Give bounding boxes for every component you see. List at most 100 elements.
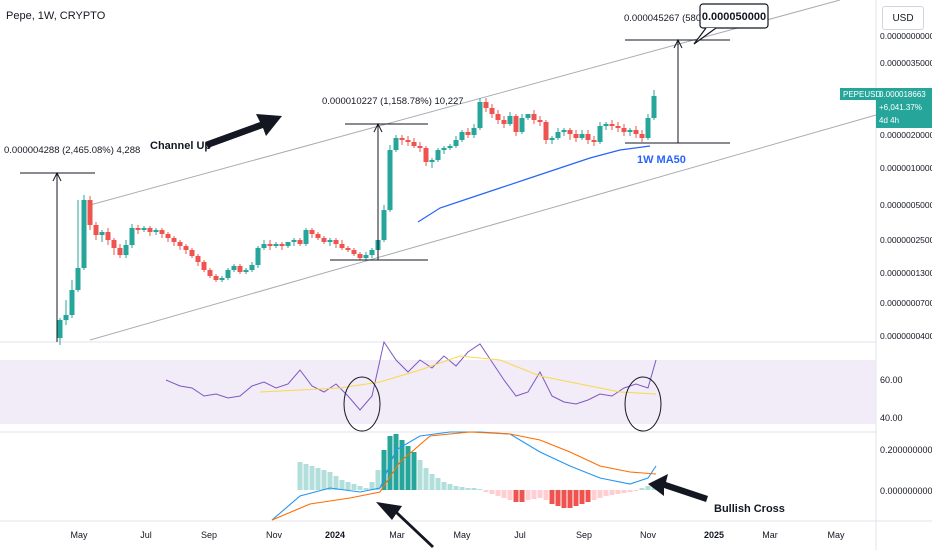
channel-bottom-line bbox=[89, 114, 877, 341]
candle-body bbox=[483, 102, 489, 108]
price-axis[interactable]: 0.00000000000.00000350000.00000300000.00… bbox=[880, 31, 932, 341]
macd-histogram-bar bbox=[309, 466, 315, 490]
macd-histogram-bar bbox=[561, 490, 567, 508]
macd-histogram-bar bbox=[453, 486, 459, 490]
candle-body bbox=[597, 126, 603, 142]
price-label-time: 4d 4h bbox=[879, 116, 899, 125]
macd-histogram-bar bbox=[501, 490, 507, 498]
macd-tick-2: 0.000000000 bbox=[880, 486, 932, 496]
macd-histogram-bar bbox=[465, 488, 471, 490]
macd-histogram-bar bbox=[411, 452, 417, 490]
ma50-series bbox=[417, 145, 651, 223]
macd-histogram-bar bbox=[423, 468, 429, 490]
candle-body bbox=[489, 108, 495, 114]
candle-body bbox=[171, 238, 177, 242]
candle-body bbox=[471, 128, 477, 135]
x-tick-label: Jul bbox=[140, 530, 152, 540]
candle-body bbox=[87, 200, 93, 225]
candle-body bbox=[279, 244, 285, 246]
macd-histogram-bar bbox=[615, 490, 621, 494]
rsi-tick-40: 40.00 bbox=[880, 413, 903, 423]
candle-body bbox=[543, 122, 549, 140]
price-label-change: +6,041.37% bbox=[879, 103, 922, 112]
macd-histogram-bar bbox=[417, 460, 423, 490]
candle-body bbox=[357, 254, 363, 258]
x-tick-label: Sep bbox=[576, 530, 592, 540]
y-tick-label: 0.0000000700 bbox=[880, 298, 932, 308]
candle-body bbox=[351, 250, 357, 254]
macd-arrow-1 bbox=[376, 502, 434, 548]
candle-body bbox=[639, 134, 645, 138]
candle-body bbox=[123, 245, 129, 255]
candle-body bbox=[81, 200, 87, 268]
candle-body bbox=[579, 134, 585, 138]
target-callout: 0.000050000 bbox=[693, 3, 769, 45]
candle-body bbox=[381, 210, 387, 240]
rsi-series bbox=[165, 340, 657, 411]
candle-body bbox=[261, 244, 267, 248]
macd-histogram-bar bbox=[483, 490, 489, 492]
candle-body bbox=[135, 228, 141, 230]
macd-histogram-bar bbox=[297, 462, 303, 490]
candle-body bbox=[249, 265, 255, 270]
candle-body bbox=[129, 228, 135, 245]
candle-body bbox=[573, 134, 579, 138]
x-tick-label: Sep bbox=[201, 530, 217, 540]
currency-selector[interactable]: USD bbox=[882, 6, 924, 30]
macd-histogram-bar bbox=[375, 470, 381, 490]
candle-body bbox=[519, 118, 525, 132]
candle-body bbox=[585, 134, 591, 140]
price-label-symbol: PEPEUSD bbox=[843, 90, 881, 99]
macd-histogram-bar bbox=[399, 440, 405, 490]
macd-histogram-bar bbox=[537, 490, 543, 498]
rsi-axis: 60.00 40.00 bbox=[880, 375, 903, 423]
candle-body bbox=[627, 130, 633, 132]
macd-histogram-bar bbox=[567, 490, 573, 508]
candle-body bbox=[651, 96, 657, 118]
candle-body bbox=[645, 118, 651, 138]
candle-body bbox=[609, 124, 615, 126]
macd-histogram-bar bbox=[531, 490, 537, 499]
time-axis[interactable]: May Jul Sep Nov 2024 Mar May Jul Sep Nov 2025 Mar Ma… bbox=[70, 530, 845, 540]
macd-histogram-bar bbox=[405, 446, 411, 490]
candle-body bbox=[75, 268, 81, 290]
macd-histogram-bar bbox=[381, 450, 387, 490]
candle-body bbox=[213, 276, 219, 280]
candle-body bbox=[591, 140, 597, 142]
candle-body bbox=[453, 140, 459, 146]
macd-histogram-bar bbox=[339, 480, 345, 490]
candle-body bbox=[321, 238, 327, 242]
macd-series bbox=[271, 431, 657, 521]
price-label-price: 0.000018663 bbox=[879, 90, 926, 99]
candle-body bbox=[237, 266, 243, 272]
candle-body bbox=[177, 242, 183, 246]
measure-1 bbox=[20, 171, 95, 342]
candle-body bbox=[285, 242, 291, 246]
rsi-circle-1 bbox=[343, 376, 381, 432]
macd-signal-line bbox=[271, 431, 657, 521]
candle-body bbox=[117, 248, 123, 255]
candle-body bbox=[195, 256, 201, 262]
x-tick-label: 2025 bbox=[704, 530, 724, 540]
candle-body bbox=[291, 240, 297, 242]
macd-histogram-bar bbox=[603, 490, 609, 496]
x-tick-label: May bbox=[70, 530, 88, 540]
candle-body bbox=[105, 232, 111, 240]
candle-body bbox=[417, 146, 423, 148]
x-tick-label: Mar bbox=[389, 530, 405, 540]
candle-body bbox=[225, 270, 231, 278]
macd-histogram-bar bbox=[357, 486, 363, 490]
macd-histogram-bar bbox=[645, 486, 651, 490]
candle-body bbox=[345, 248, 351, 250]
candle-body bbox=[219, 278, 225, 280]
macd-histogram-bar bbox=[633, 490, 639, 491]
macd-histogram-bar bbox=[543, 490, 549, 500]
candle-body bbox=[513, 116, 519, 132]
channel-up-arrow bbox=[205, 114, 282, 148]
candle-body bbox=[327, 240, 333, 242]
macd-histogram-bar bbox=[303, 464, 309, 490]
candle-body bbox=[507, 116, 513, 124]
candle-body bbox=[141, 228, 147, 230]
target-callout-text: 0.000050000 bbox=[702, 11, 766, 23]
